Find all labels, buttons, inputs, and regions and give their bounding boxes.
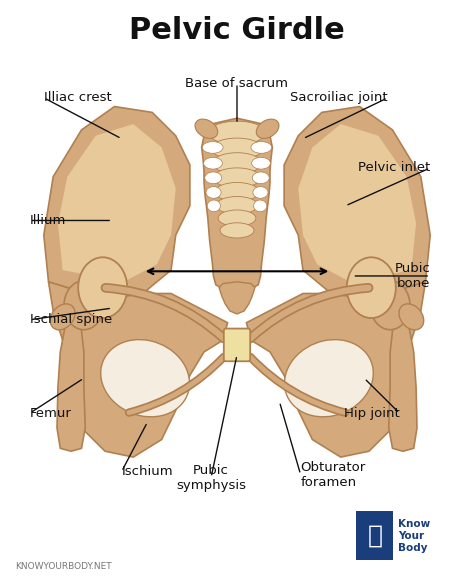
Ellipse shape: [206, 187, 221, 198]
FancyArrowPatch shape: [250, 357, 345, 413]
Text: Your: Your: [398, 531, 424, 541]
Text: Femur: Femur: [30, 407, 72, 420]
Text: Base of sacrum: Base of sacrum: [185, 77, 289, 90]
FancyBboxPatch shape: [224, 329, 250, 361]
Text: Sacroiliac joint: Sacroiliac joint: [290, 92, 388, 104]
Text: Pelvic inlet: Pelvic inlet: [358, 161, 430, 174]
Text: Ischial spine: Ischial spine: [30, 313, 112, 326]
Ellipse shape: [251, 141, 272, 153]
Text: Pubic
bone: Pubic bone: [394, 262, 430, 290]
Polygon shape: [284, 107, 430, 299]
Text: Body: Body: [398, 542, 428, 552]
Ellipse shape: [195, 119, 218, 139]
Ellipse shape: [50, 304, 75, 330]
Text: Hip joint: Hip joint: [344, 407, 400, 420]
Ellipse shape: [209, 121, 265, 144]
Text: KNOWYOURBODY.NET: KNOWYOURBODY.NET: [16, 562, 112, 571]
Ellipse shape: [205, 172, 222, 184]
Ellipse shape: [220, 223, 254, 238]
FancyBboxPatch shape: [356, 511, 393, 561]
Polygon shape: [298, 124, 416, 282]
Ellipse shape: [216, 197, 258, 214]
Text: Illium: Illium: [30, 214, 66, 227]
Circle shape: [64, 281, 104, 330]
Ellipse shape: [202, 141, 223, 153]
Ellipse shape: [215, 183, 259, 201]
Polygon shape: [389, 320, 417, 451]
Polygon shape: [48, 282, 228, 457]
FancyArrowPatch shape: [129, 357, 224, 413]
Ellipse shape: [212, 153, 262, 174]
Text: Pelvic Girdle: Pelvic Girdle: [129, 16, 345, 45]
Polygon shape: [57, 320, 85, 451]
Ellipse shape: [256, 119, 279, 139]
Polygon shape: [58, 124, 176, 282]
FancyArrowPatch shape: [106, 288, 224, 338]
FancyArrowPatch shape: [250, 357, 345, 413]
Ellipse shape: [100, 340, 190, 417]
Ellipse shape: [207, 200, 220, 212]
Ellipse shape: [253, 187, 268, 198]
Ellipse shape: [211, 138, 263, 159]
Circle shape: [347, 257, 396, 318]
Text: Know: Know: [398, 519, 430, 529]
Text: Obturator
foramen: Obturator foramen: [301, 461, 366, 488]
Polygon shape: [201, 118, 273, 291]
Text: 🚶: 🚶: [367, 524, 383, 548]
Ellipse shape: [252, 172, 269, 184]
FancyArrowPatch shape: [129, 357, 224, 413]
Polygon shape: [246, 282, 426, 457]
Ellipse shape: [213, 168, 261, 188]
Ellipse shape: [399, 304, 424, 330]
Ellipse shape: [203, 157, 222, 169]
Polygon shape: [44, 107, 190, 299]
Text: Pubic
symphysis: Pubic symphysis: [176, 464, 246, 491]
Circle shape: [78, 257, 127, 318]
FancyArrowPatch shape: [250, 288, 368, 338]
Ellipse shape: [254, 200, 267, 212]
Ellipse shape: [284, 340, 374, 417]
Text: Illiac crest: Illiac crest: [44, 92, 111, 104]
FancyArrowPatch shape: [106, 288, 224, 338]
Ellipse shape: [252, 157, 271, 169]
Circle shape: [370, 281, 410, 330]
Ellipse shape: [218, 210, 256, 227]
Polygon shape: [219, 282, 255, 314]
FancyArrowPatch shape: [250, 288, 368, 338]
Text: Ischium: Ischium: [121, 465, 173, 478]
